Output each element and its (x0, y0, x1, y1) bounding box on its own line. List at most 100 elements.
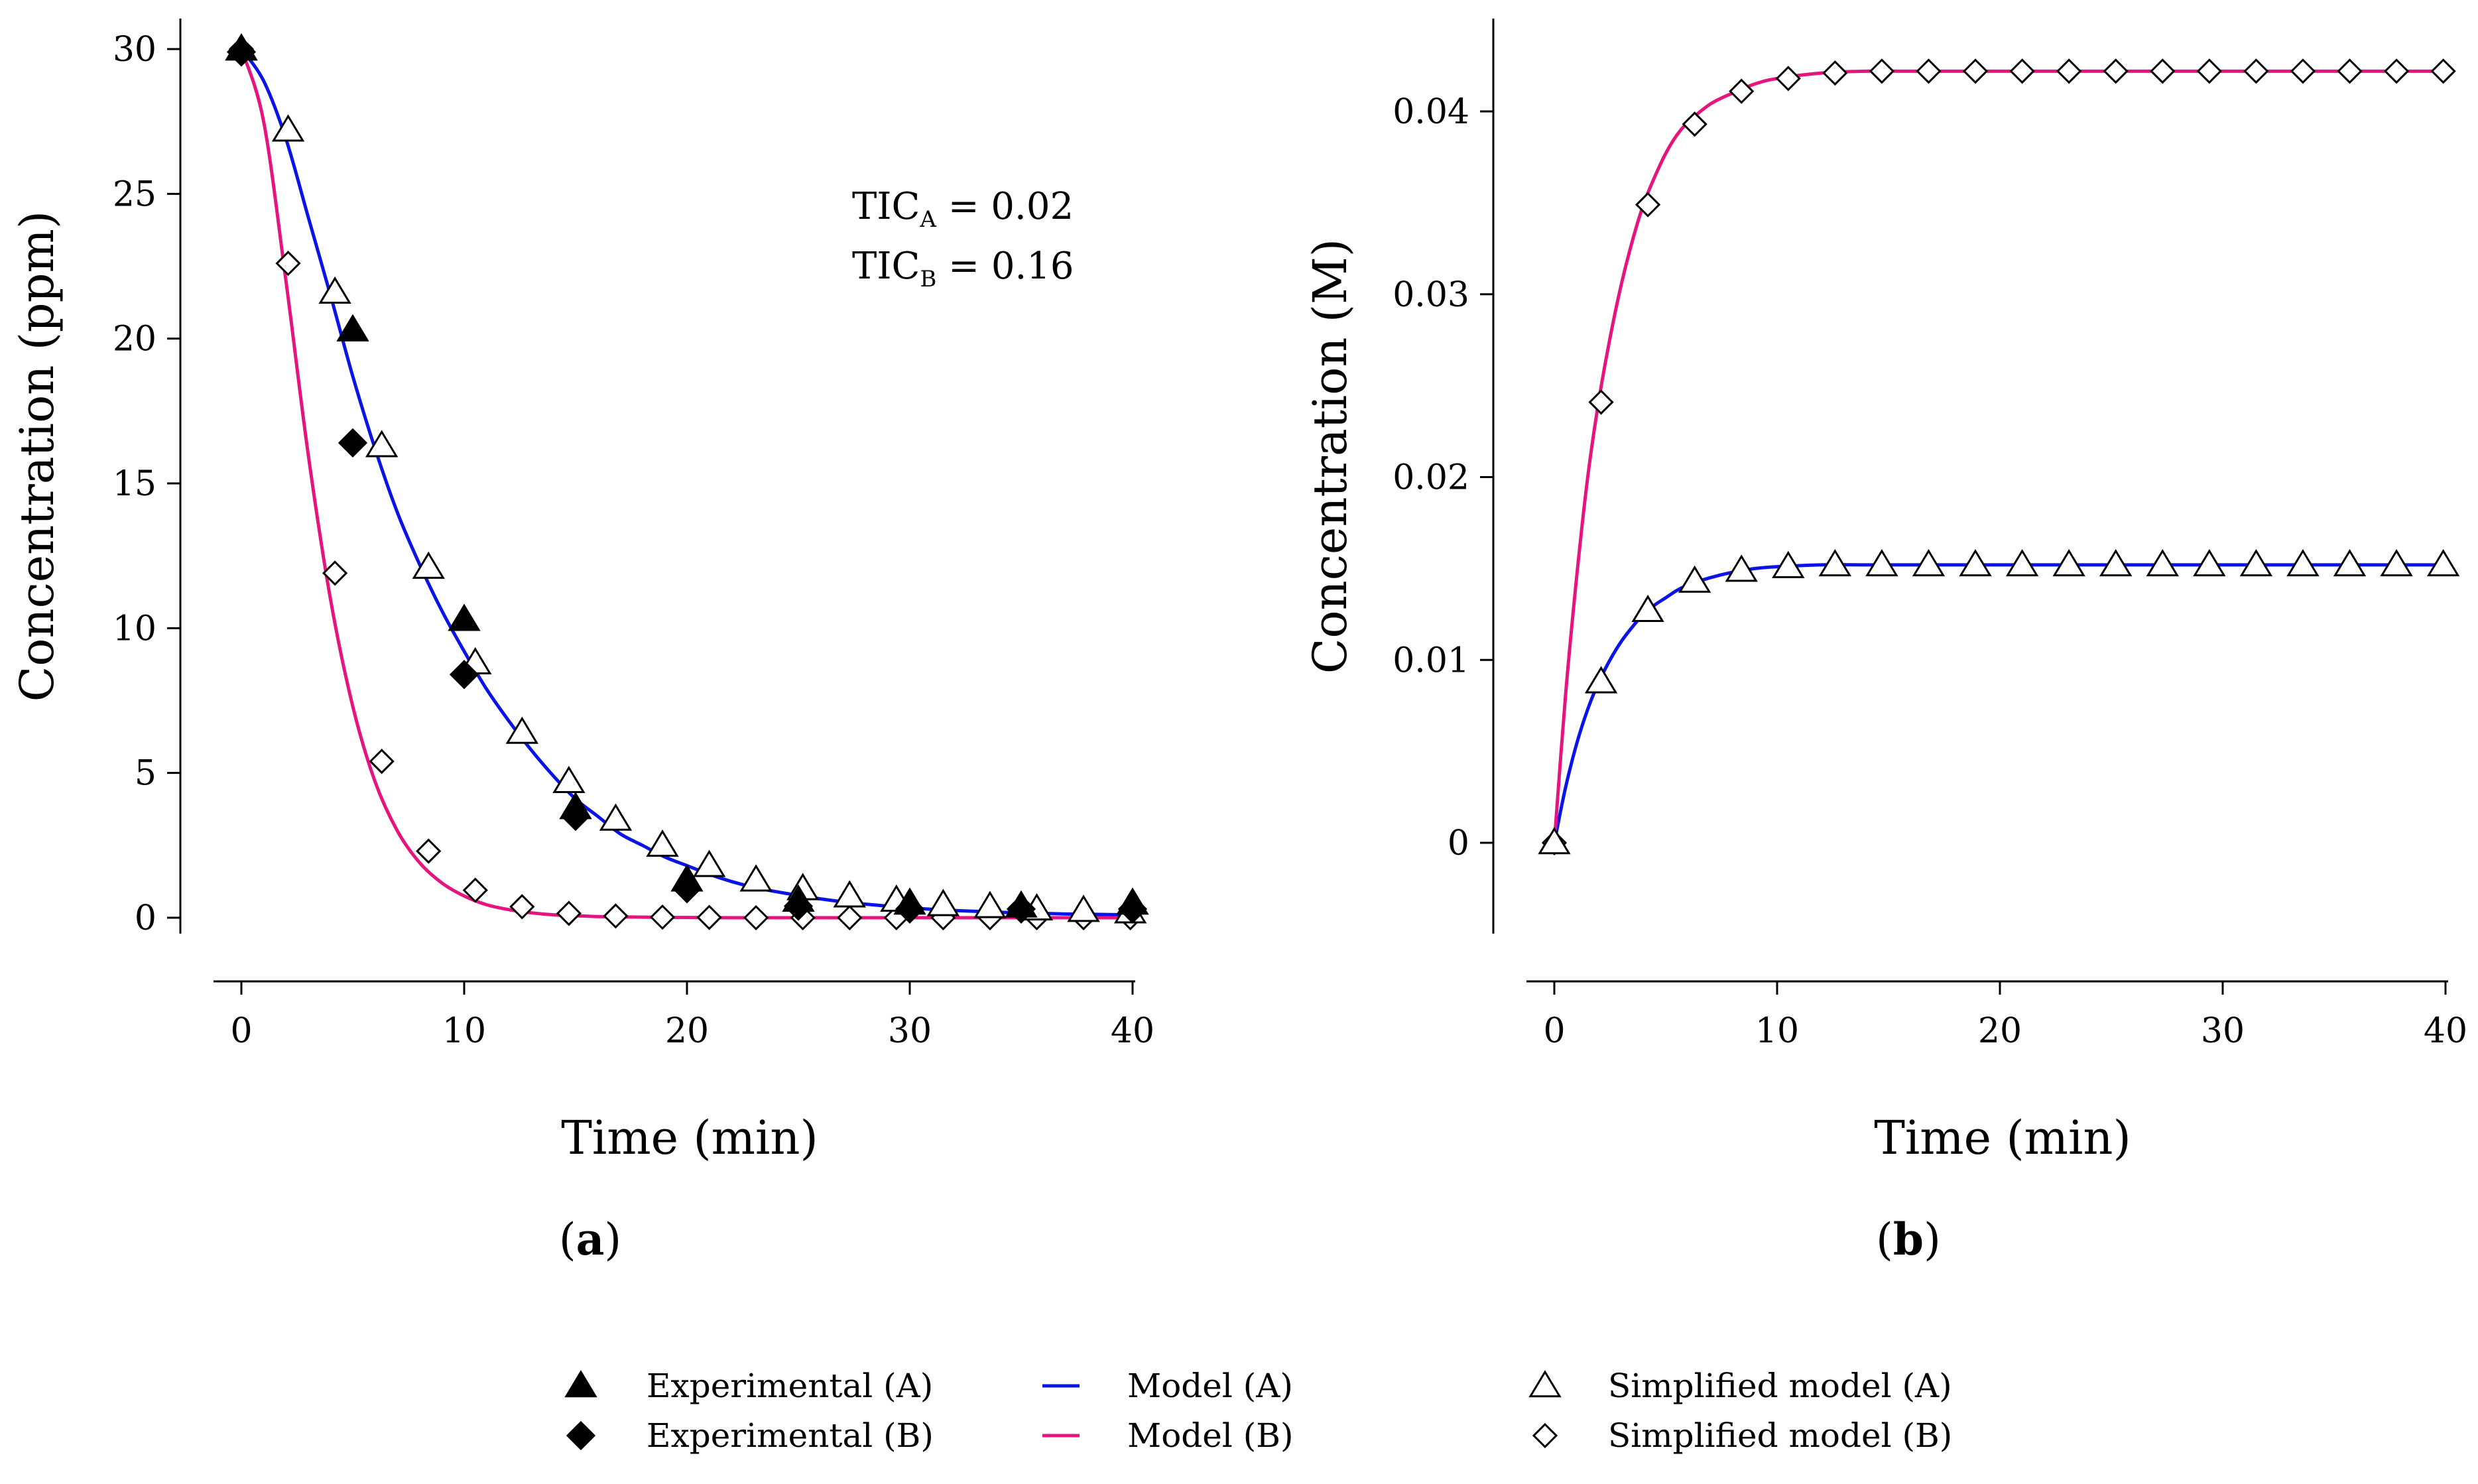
tic-b-base: TIC (852, 245, 920, 288)
point-simplified-model-a (365, 430, 399, 458)
panel-b-label: (b) (1876, 1213, 1941, 1265)
y-tick-label: 0 (135, 898, 156, 938)
point-simplified-model-b (2056, 58, 2082, 84)
point-simplified-model-b (743, 904, 769, 931)
tic-a-base: TIC (852, 185, 920, 228)
point-simplified-model-a (2193, 548, 2226, 577)
point-simplified-model-a (1538, 827, 1571, 855)
point-simplified-model-a (1631, 594, 1664, 623)
point-experimental-a (782, 884, 815, 912)
point-simplified-model-a (2426, 548, 2460, 577)
panel-a-label-letter: a (576, 1213, 605, 1265)
point-simplified-model-b (1682, 111, 1707, 137)
point-simplified-model-b (2290, 58, 2316, 84)
point-simplified-model-b (2430, 58, 2456, 84)
y-tick-label: 0 (1448, 824, 1469, 863)
point-simplified-model-b (2243, 58, 2269, 84)
panel-b-label-letter: b (1893, 1213, 1924, 1265)
point-simplified-model-b (462, 877, 488, 903)
point-simplified-model-a (2052, 548, 2085, 577)
point-experimental-a (893, 887, 926, 915)
legend-label-model-a: Model (A) (1127, 1367, 1293, 1405)
point-simplified-model-a (552, 765, 586, 794)
y-tick-label: 0.04 (1393, 92, 1469, 132)
y-tick-label: 25 (113, 174, 156, 214)
point-simplified-model-a (1912, 548, 1946, 577)
legend-label-experimental-b: Experimental (B) (647, 1416, 934, 1455)
legend-swatch-simplified-model-a (1528, 1370, 1562, 1398)
x-tick-label: 30 (2201, 1011, 2245, 1051)
point-simplified-model-b (2196, 58, 2222, 84)
y-tick-label: 30 (113, 30, 156, 70)
point-experimental-a (670, 864, 704, 892)
point-simplified-model-b (1916, 58, 1942, 84)
y-tick-label: 0.02 (1393, 458, 1469, 498)
y-tick-label: 20 (113, 320, 156, 359)
panel-a-y-axis-title: Concentration (ppm) (10, 211, 64, 702)
point-simplified-model-a (1584, 666, 1618, 694)
point-experimental-a (336, 314, 369, 341)
tic-b-sub: B (920, 266, 936, 292)
point-simplified-model-b (1869, 58, 1895, 84)
x-tick-label: 10 (442, 1011, 486, 1051)
point-simplified-model-a (599, 803, 633, 831)
point-simplified-model-b (2383, 58, 2410, 84)
point-experimental-b (449, 660, 479, 690)
legend-label-model-b: Model (B) (1127, 1416, 1294, 1455)
point-simplified-model-a (833, 880, 866, 908)
point-simplified-model-b (2150, 58, 2176, 84)
point-simplified-model-a (2333, 548, 2367, 577)
panel-b-y-ticks: 0 0.01 0.02 0.03 0.04 (1393, 92, 1493, 863)
point-simplified-model-a (692, 849, 726, 877)
legend-label-simplified-model-b: Simplified model (B) (1608, 1416, 1952, 1455)
panel-b-x-ticks: 0 10 20 30 40 (1543, 981, 2467, 1051)
point-simplified-model-b (1729, 78, 1755, 104)
point-experimental-a (1005, 890, 1038, 918)
point-simplified-model-a (318, 276, 351, 304)
panel-b-x-axis-title: Time (min) (1874, 1111, 2131, 1165)
point-simplified-model-a (2286, 548, 2320, 577)
point-simplified-model-a (412, 551, 445, 579)
point-simplified-model-a (739, 864, 773, 892)
series-line-model-a (1552, 563, 2446, 843)
panel-b-markers (1538, 58, 2460, 856)
point-simplified-model-a (271, 114, 305, 142)
point-simplified-model-b (1775, 66, 1801, 92)
panel-a-y-ticks: 0 5 10 15 20 25 30 (113, 30, 180, 938)
x-tick-label: 0 (230, 1011, 252, 1051)
point-experimental-a (448, 603, 481, 631)
tic-a-value: = 0.02 (936, 185, 1074, 228)
point-simplified-model-a (505, 716, 539, 744)
point-simplified-model-b (2337, 58, 2363, 84)
point-simplified-model-a (1772, 550, 1805, 578)
y-tick-label: 10 (113, 609, 156, 649)
point-simplified-model-a (2005, 548, 2039, 577)
point-simplified-model-a (1865, 548, 1898, 577)
point-simplified-model-b (416, 838, 442, 864)
point-simplified-model-a (926, 889, 960, 916)
point-simplified-model-b (556, 900, 582, 926)
y-tick-label: 15 (113, 464, 156, 504)
y-tick-label: 5 (135, 754, 156, 794)
point-experimental-b (338, 428, 368, 458)
x-tick-label: 40 (2424, 1011, 2467, 1051)
point-simplified-model-a (2146, 548, 2179, 577)
point-simplified-model-b (649, 904, 676, 930)
point-simplified-model-b (1588, 389, 1614, 415)
point-simplified-model-b (1962, 58, 1989, 84)
panel-b-chart: 0 0.01 0.02 0.03 0.04 0 10 20 30 40 Time (min) C… (1303, 19, 2467, 1265)
panel-a-x-ticks: 0 10 20 30 40 (230, 981, 1154, 1051)
x-tick-label: 30 (888, 1011, 932, 1051)
x-tick-label: 20 (665, 1011, 709, 1051)
tic-b-annotation: TICB = 0.16 (852, 245, 1074, 292)
point-simplified-model-b (369, 749, 395, 774)
panel-a-x-axis-title: Time (min) (561, 1111, 818, 1165)
point-simplified-model-a (1678, 565, 1711, 593)
x-tick-label: 40 (1111, 1011, 1154, 1051)
point-simplified-model-a (973, 891, 1007, 918)
point-simplified-model-b (696, 904, 722, 930)
point-simplified-model-b (2103, 58, 2129, 84)
y-tick-label: 0.01 (1393, 641, 1469, 680)
tic-a-sub: A (919, 206, 936, 233)
